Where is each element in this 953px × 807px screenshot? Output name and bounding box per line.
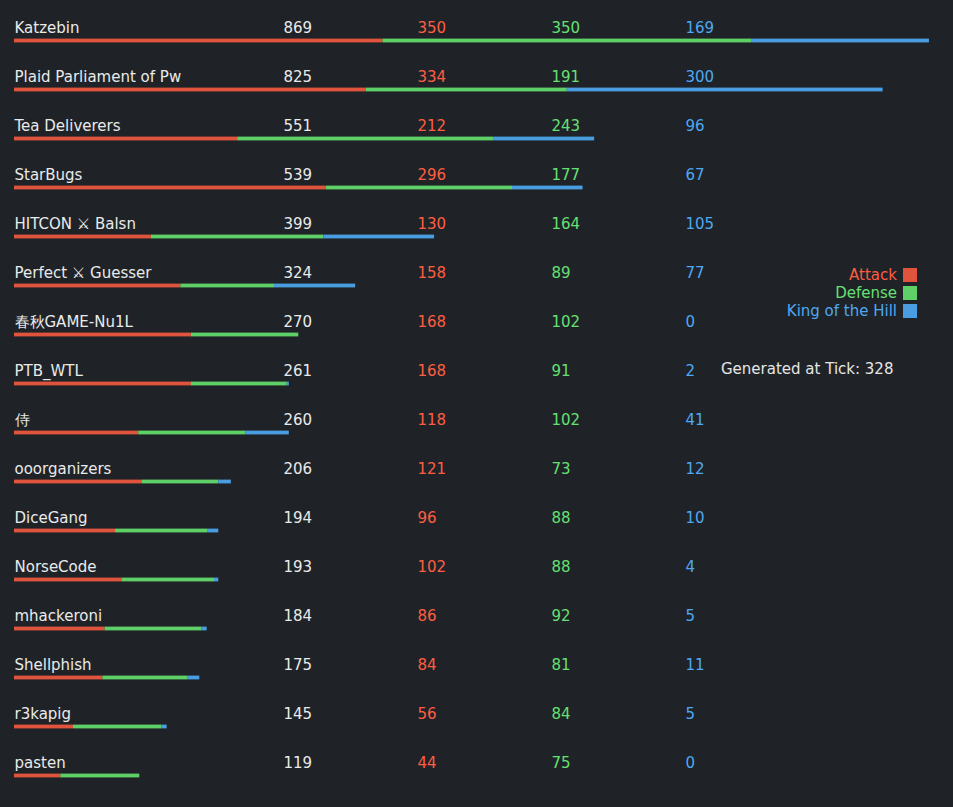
svg-text:168: 168: [418, 362, 447, 380]
svg-text:92: 92: [552, 607, 571, 625]
svg-text:11: 11: [686, 656, 705, 674]
svg-text:270: 270: [284, 313, 313, 331]
svg-text:DiceGang: DiceGang: [15, 509, 88, 527]
svg-text:212: 212: [418, 117, 447, 135]
svg-text:96: 96: [686, 117, 705, 135]
svg-text:88: 88: [552, 558, 571, 576]
svg-text:75: 75: [552, 754, 571, 772]
svg-text:869: 869: [284, 19, 313, 37]
svg-text:121: 121: [418, 460, 447, 478]
svg-text:Shellphish: Shellphish: [15, 656, 92, 674]
svg-text:184: 184: [284, 607, 313, 625]
svg-text:pasten: pasten: [15, 754, 66, 772]
svg-text:Katzebin: Katzebin: [15, 19, 80, 37]
svg-text:77: 77: [686, 264, 705, 282]
svg-text:5: 5: [686, 607, 696, 625]
svg-text:Plaid Parliament of Pw: Plaid Parliament of Pw: [15, 68, 182, 86]
svg-text:164: 164: [552, 215, 581, 233]
svg-text:350: 350: [552, 19, 581, 37]
svg-text:HITCON ⚔ Balsn: HITCON ⚔ Balsn: [15, 215, 136, 233]
svg-text:Tea Deliverers: Tea Deliverers: [14, 117, 121, 135]
svg-text:67: 67: [686, 166, 705, 184]
svg-text:44: 44: [418, 754, 437, 772]
html-text:King of the Hill: King of the Hill: [786, 302, 897, 320]
svg-text:2: 2: [686, 362, 696, 380]
svg-text:261: 261: [284, 362, 313, 380]
svg-text:88: 88: [552, 509, 571, 527]
svg-text:296: 296: [418, 166, 447, 184]
svg-text:PTB_WTL: PTB_WTL: [15, 362, 84, 381]
svg-text:130: 130: [418, 215, 447, 233]
svg-text:84: 84: [418, 656, 437, 674]
svg-text:119: 119: [284, 754, 313, 772]
svg-text:300: 300: [686, 68, 715, 86]
svg-text:105: 105: [686, 215, 715, 233]
svg-text:102: 102: [552, 313, 581, 331]
svg-text:334: 334: [418, 68, 447, 86]
svg-text:551: 551: [284, 117, 313, 135]
svg-text:Perfect ⚔ Guesser: Perfect ⚔ Guesser: [15, 264, 153, 282]
svg-text:399: 399: [284, 215, 313, 233]
svg-text:102: 102: [552, 411, 581, 429]
svg-text:168: 168: [418, 313, 447, 331]
svg-text:177: 177: [552, 166, 581, 184]
svg-text:96: 96: [418, 509, 437, 527]
svg-text:193: 193: [284, 558, 313, 576]
svg-text:175: 175: [284, 656, 313, 674]
svg-text:86: 86: [418, 607, 437, 625]
svg-text:158: 158: [418, 264, 447, 282]
svg-text:41: 41: [686, 411, 705, 429]
svg-text:NorseCode: NorseCode: [15, 558, 97, 576]
svg-text:56: 56: [418, 705, 437, 723]
svg-text:169: 169: [686, 19, 715, 37]
svg-text:89: 89: [552, 264, 571, 282]
svg-text:324: 324: [284, 264, 313, 282]
svg-text:206: 206: [284, 460, 313, 478]
svg-text:12: 12: [686, 460, 705, 478]
svg-text:0: 0: [686, 754, 696, 772]
svg-text:春秋GAME-Nu1L: 春秋GAME-Nu1L: [15, 313, 134, 331]
svg-text:StarBugs: StarBugs: [15, 166, 83, 184]
svg-text:5: 5: [686, 705, 696, 723]
svg-text:91: 91: [552, 362, 571, 380]
svg-text:118: 118: [418, 411, 447, 429]
svg-text:10: 10: [686, 509, 705, 527]
svg-text:825: 825: [284, 68, 313, 86]
svg-text:4: 4: [686, 558, 696, 576]
svg-text:侍: 侍: [15, 411, 30, 429]
svg-text:0: 0: [686, 313, 696, 331]
svg-text:243: 243: [552, 117, 581, 135]
svg-text:73: 73: [552, 460, 571, 478]
svg-text:350: 350: [418, 19, 447, 37]
svg-text:ooorganizers: ooorganizers: [15, 460, 112, 478]
svg-text:102: 102: [418, 558, 447, 576]
svg-text:mhackeroni: mhackeroni: [15, 607, 103, 625]
svg-text:191: 191: [552, 68, 581, 86]
html-text:Attack: Attack: [849, 266, 897, 284]
svg-text:539: 539: [284, 166, 313, 184]
html-text:Defense: Defense: [835, 284, 897, 302]
svg-text:194: 194: [284, 509, 313, 527]
svg-text:81: 81: [552, 656, 571, 674]
svg-text:r3kapig: r3kapig: [15, 705, 72, 723]
html-text:Generated at Tick: 328: Generated at Tick: 328: [721, 360, 894, 378]
svg-text:260: 260: [284, 411, 313, 429]
svg-text:84: 84: [552, 705, 571, 723]
svg-text:145: 145: [284, 705, 313, 723]
